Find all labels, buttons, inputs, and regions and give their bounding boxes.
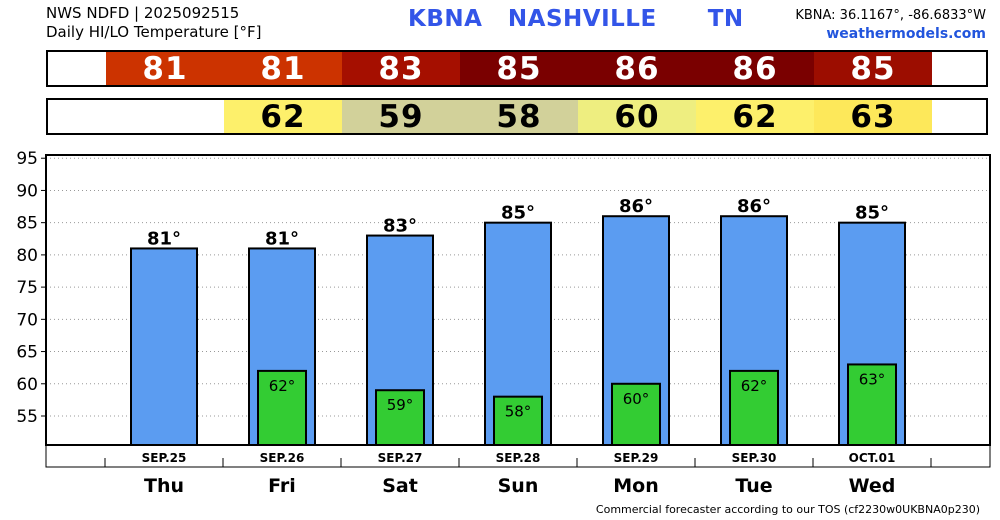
- x-day-label: Wed: [849, 475, 896, 497]
- hi_strip-cell: 86: [696, 51, 814, 87]
- hi-bar-label: 85°: [501, 203, 535, 224]
- y-tick-label: 95: [16, 149, 38, 169]
- hi_strip-cell: 85: [460, 51, 578, 87]
- x-date-label: SEP.27: [378, 451, 423, 465]
- lo-bar: [847, 363, 897, 446]
- hi-temp-strip: 81 81 83 85 86 86 85: [46, 50, 988, 87]
- chart-subtitle: Daily HI/LO Temperature [°F]: [46, 23, 262, 41]
- y-tick-label: 55: [16, 407, 38, 427]
- hi-bar: [130, 247, 198, 446]
- x-day-label: Sun: [498, 475, 539, 497]
- lo-bar-label: 58°: [505, 403, 532, 421]
- x-day-label: Tue: [735, 475, 772, 497]
- y-tick-label: 85: [16, 214, 38, 234]
- y-tick-label: 65: [16, 343, 38, 363]
- hi-bar-label: 86°: [737, 196, 771, 217]
- hi_strip-cell: 86: [578, 51, 696, 87]
- hi_strip-cell: 81: [106, 51, 224, 87]
- hi-bar-label: 83°: [383, 216, 417, 237]
- model-run-label: NWS NDFD | 2025092515: [46, 4, 240, 22]
- tos-footer: Commercial forecaster according to our T…: [595, 503, 980, 516]
- x-date-label: SEP.25: [142, 451, 187, 465]
- header-left: NWS NDFD | 2025092515 Daily HI/LO Temper…: [46, 4, 262, 42]
- hi-bar-label: 85°: [855, 203, 889, 224]
- hi-bar-label: 81°: [265, 228, 299, 249]
- x-day-label: Mon: [613, 475, 659, 497]
- x-date-label: SEP.29: [614, 451, 659, 465]
- x-date-label: SEP.26: [260, 451, 305, 465]
- lo-bar-label: 59°: [387, 396, 414, 414]
- hi_strip-cell: 83: [342, 51, 460, 87]
- station-coords: KBNA: 36.1167°, -86.6833°W: [795, 8, 986, 23]
- station-title: KBNA NASHVILLE TN: [408, 6, 744, 32]
- lo-bar-label: 62°: [741, 377, 768, 395]
- hi-bar-label: 86°: [619, 196, 653, 217]
- y-tick-label: 70: [16, 310, 38, 330]
- y-tick-label: 80: [16, 246, 38, 266]
- lo_strip-cell: 59: [342, 99, 460, 135]
- lo_strip-cell: 60: [578, 99, 696, 135]
- hi_strip-cell: 81: [224, 51, 342, 87]
- x-date-label: SEP.30: [732, 451, 777, 465]
- x-day-label: Fri: [268, 475, 296, 497]
- temperature-bar-chart: 55 60 65 70 75 80 85 90 95 81° SEP.25 Thu 81° 62° SEP.…: [16, 149, 991, 497]
- lo-bar: [611, 382, 661, 446]
- site-link[interactable]: weathermodels.com: [826, 26, 986, 42]
- header-right: KBNA: 36.1167°, -86.6833°W weathermodels…: [795, 6, 986, 44]
- lo-bar: [493, 395, 543, 447]
- hi-bar-label: 81°: [147, 228, 181, 249]
- lo-bar-label: 60°: [623, 390, 650, 408]
- lo_strip-cell: 58: [460, 99, 578, 135]
- lo-bar: [729, 369, 779, 446]
- lo_strip-cell: 63: [814, 99, 932, 135]
- y-tick-label: 60: [16, 375, 38, 395]
- date-band: [45, 444, 991, 468]
- x-day-label: Sat: [382, 475, 418, 497]
- lo_strip-cell: 62: [696, 99, 814, 135]
- lo-bar-label: 63°: [859, 370, 886, 388]
- lo-temp-strip: 62 59 58 60 62 63: [46, 98, 988, 135]
- x-date-label: SEP.28: [496, 451, 541, 465]
- hi_strip-cell: 85: [814, 51, 932, 87]
- lo-bar-label: 62°: [269, 377, 296, 395]
- y-tick-label: 90: [16, 181, 38, 201]
- lo_strip-cell: 62: [224, 99, 342, 135]
- y-tick-label: 75: [16, 278, 38, 298]
- x-date-label: OCT.01: [849, 451, 896, 465]
- x-day-label: Thu: [144, 475, 184, 497]
- lo_strip-cell: [106, 100, 224, 133]
